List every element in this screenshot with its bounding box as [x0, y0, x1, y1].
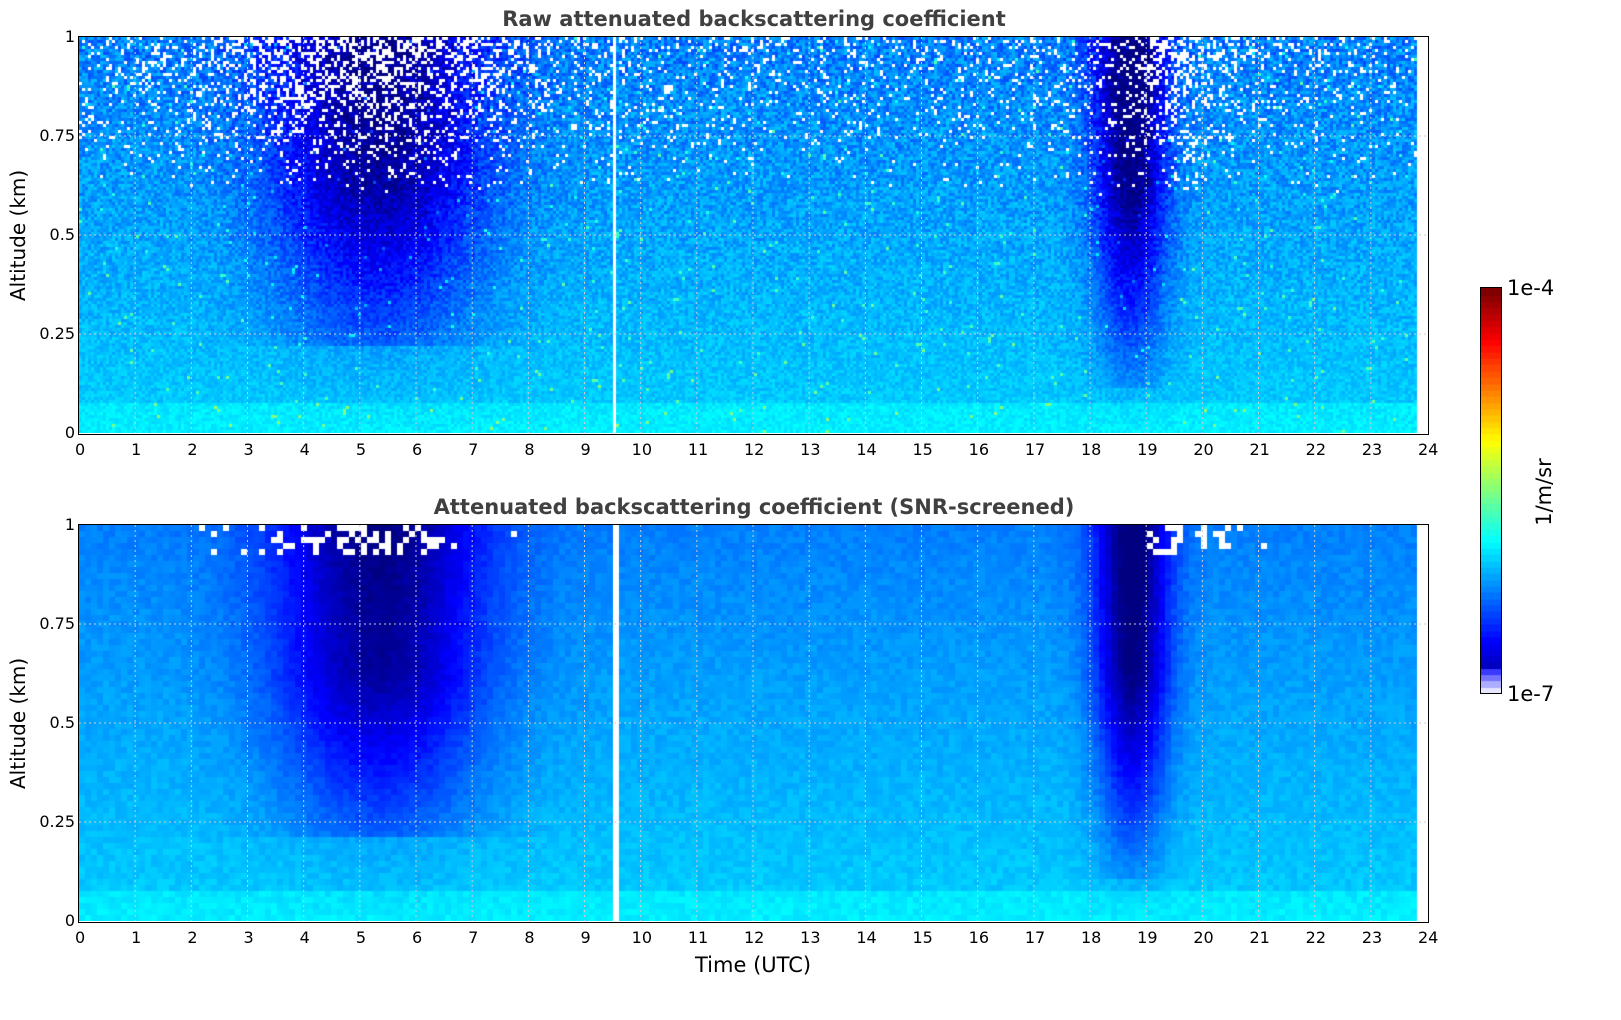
- x-tick-label: 3: [243, 928, 254, 947]
- x-tick-label: 2: [187, 928, 198, 947]
- x-tick-label: 1: [131, 928, 142, 947]
- x-axis-label: Time (UTC): [695, 953, 812, 977]
- x-tick-label: 7: [468, 928, 479, 947]
- colorbar-unit-label: 1/m/sr: [1531, 458, 1556, 526]
- x-tick-label: 2: [187, 440, 198, 459]
- panel1-gridlines: [79, 37, 1427, 433]
- x-tick-label: 6: [412, 928, 423, 947]
- y-tick-label: 0.75: [39, 614, 75, 633]
- x-tick-label: 20: [1193, 440, 1214, 459]
- x-tick-label: 17: [1024, 928, 1046, 947]
- x-tick-label: 9: [580, 440, 591, 459]
- x-tick-label: 0: [75, 440, 86, 459]
- x-tick-label: 7: [468, 440, 479, 459]
- x-tick-label: 19: [1137, 928, 1158, 947]
- x-tick-label: 18: [1081, 440, 1102, 459]
- x-tick-label: 20: [1193, 928, 1214, 947]
- x-tick-label: 5: [355, 928, 367, 947]
- y-tick-label: 0.5: [49, 713, 75, 732]
- y-tick-label: 1: [64, 27, 75, 46]
- y-tick-label: 0.25: [39, 812, 75, 831]
- x-tick-label: 12: [744, 928, 765, 947]
- y-tick-label: 0: [64, 911, 75, 930]
- y-tick-label: 0.25: [39, 324, 75, 343]
- y-tick-label: 0: [64, 423, 75, 442]
- x-tick-label: 12: [744, 440, 765, 459]
- x-tick-label: 4: [299, 440, 310, 459]
- x-tick-label: 0: [75, 928, 86, 947]
- panel1-ylabel: Altitude (km): [6, 169, 30, 301]
- panel1-title: Raw attenuated backscattering coefficien…: [502, 7, 1006, 31]
- x-tick-label: 22: [1305, 440, 1327, 459]
- x-tick-label: 13: [800, 440, 821, 459]
- x-tick-label: 16: [968, 928, 990, 947]
- x-tick-label: 23: [1361, 928, 1383, 947]
- x-tick-label: 15: [912, 928, 933, 947]
- x-tick-label: 16: [968, 440, 990, 459]
- x-tick-label: 22: [1305, 928, 1327, 947]
- x-tick-label: 14: [856, 928, 877, 947]
- x-tick-label: 23: [1361, 440, 1383, 459]
- x-tick-label: 10: [631, 440, 653, 459]
- x-tick-label: 9: [580, 928, 591, 947]
- colorbar-min-label: 1e-7: [1507, 682, 1555, 706]
- panel1-plot-area: [78, 36, 1429, 435]
- x-tick-label: 11: [687, 928, 709, 947]
- x-tick-label: 4: [299, 928, 310, 947]
- panel2-ylabel: Altitude (km): [6, 657, 30, 789]
- x-tick-label: 8: [524, 440, 535, 459]
- y-tick-label: 1: [64, 515, 75, 534]
- x-tick-label: 1: [131, 440, 142, 459]
- x-tick-label: 17: [1024, 440, 1046, 459]
- x-tick-label: 8: [524, 928, 535, 947]
- x-tick-label: 24: [1418, 928, 1439, 947]
- x-tick-label: 3: [243, 440, 254, 459]
- colorbar: [1480, 287, 1502, 694]
- y-tick-label: 0.5: [49, 225, 75, 244]
- x-tick-label: 19: [1137, 440, 1158, 459]
- x-tick-label: 18: [1081, 928, 1102, 947]
- x-tick-label: 6: [412, 440, 423, 459]
- colorbar-max-label: 1e-4: [1507, 276, 1555, 300]
- y-tick-label: 0.75: [39, 126, 75, 145]
- x-tick-label: 21: [1249, 928, 1270, 947]
- x-tick-label: 24: [1418, 440, 1439, 459]
- x-tick-label: 14: [856, 440, 877, 459]
- x-tick-label: 11: [687, 440, 709, 459]
- x-tick-label: 15: [912, 440, 933, 459]
- x-tick-label: 10: [631, 928, 653, 947]
- x-tick-label: 5: [355, 440, 367, 459]
- x-tick-label: 13: [800, 928, 821, 947]
- panel2-plot-area: [78, 524, 1429, 923]
- panel2-title: Attenuated backscattering coefficient (S…: [433, 495, 1075, 519]
- x-tick-label: 21: [1249, 440, 1270, 459]
- panel2-gridlines: [79, 525, 1427, 921]
